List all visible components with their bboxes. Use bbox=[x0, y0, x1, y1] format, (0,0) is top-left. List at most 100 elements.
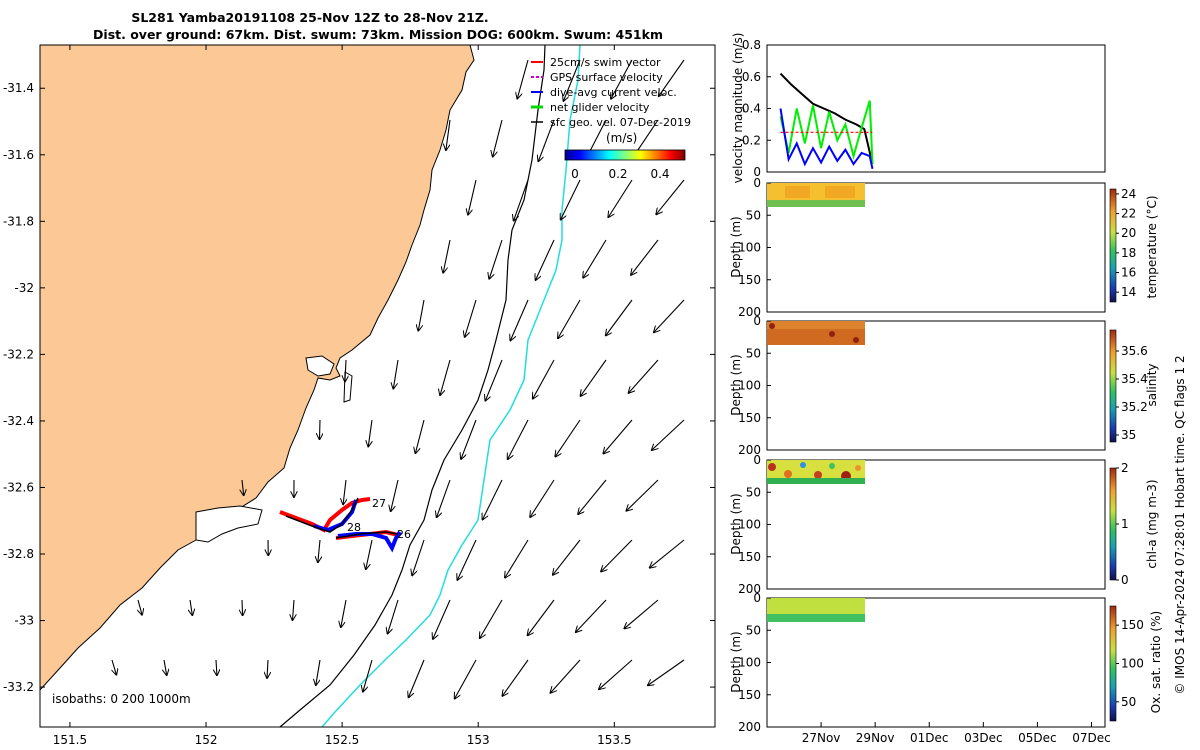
lat-tick-label: -32 bbox=[14, 281, 34, 295]
isobath-1000 bbox=[321, 45, 581, 727]
colorbar-tick-label: 0 bbox=[1121, 573, 1129, 587]
colorbar-tick-label: 35 bbox=[1121, 428, 1136, 442]
oxygen-panel: 0 50 100 150 200 Depth (m) 50 100 150 Ox. sat.… bbox=[729, 591, 1163, 745]
velocity-arrow bbox=[533, 359, 555, 399]
velocity-arrow bbox=[624, 599, 659, 628]
velocity-arrow bbox=[418, 299, 425, 331]
map-panel: 27 28 26 151.5 152 152.5 153 153.5 -31.4-31.… bbox=[3, 44, 716, 747]
lon-tick-label: 153.5 bbox=[597, 733, 631, 747]
depth-tick-label: 0 bbox=[753, 453, 761, 467]
lon-tick-label: 152.5 bbox=[325, 733, 359, 747]
velocity-arrow bbox=[267, 659, 268, 678]
velocity-arrow bbox=[138, 599, 142, 615]
chla-ylabel: Depth (m) bbox=[729, 493, 743, 554]
velocity-arrow bbox=[489, 239, 503, 279]
velocity-arrow bbox=[446, 119, 451, 150]
chla-colorbar bbox=[1109, 467, 1117, 581]
velocity-series-line bbox=[779, 108, 874, 170]
lon-tick-label: 152 bbox=[195, 733, 218, 747]
velocity-arrow bbox=[578, 479, 607, 514]
depth-tick-label: 50 bbox=[746, 346, 761, 360]
velocity-arrow bbox=[517, 59, 529, 98]
chla-spot bbox=[800, 462, 806, 468]
temperature-data-deep bbox=[767, 200, 865, 207]
lat-tick-label: -31.6 bbox=[3, 148, 34, 162]
temperature-colorbar-ticks: 14 16 18 20 22 24 bbox=[1116, 187, 1136, 299]
colorbar-tick-label: 14 bbox=[1121, 285, 1136, 299]
velocity-arrow bbox=[576, 599, 607, 632]
velocity-series-line bbox=[779, 72, 874, 165]
velocity-arrow bbox=[553, 539, 581, 575]
velocity-arrow bbox=[368, 419, 372, 446]
map-lat-ticks: -31.4 -31.6 -31.8 -32 -32.2 -32.4 -32.6 -32.8 -3… bbox=[3, 81, 715, 694]
velocity-series bbox=[779, 72, 874, 170]
glider-track: 27 28 26 bbox=[279, 497, 411, 553]
velocity-arrow bbox=[393, 359, 399, 388]
isobaths-label: isobaths: 0 200 1000m bbox=[52, 692, 191, 706]
date-tick-label: 29Nov bbox=[856, 731, 895, 745]
legend-gps-velocity: GPS surface velocity bbox=[550, 71, 663, 84]
velocity-arrow bbox=[530, 479, 555, 517]
lat-tick-label: -32.6 bbox=[3, 480, 34, 494]
title-line-1: SL281 Yamba20191108 25-Nov 12Z to 28-Nov… bbox=[131, 10, 488, 25]
depth-tick-label: 50 bbox=[746, 623, 761, 637]
velocity-y-tick-label: 0 bbox=[753, 165, 761, 179]
velocity-arrow bbox=[412, 539, 425, 575]
credit-text: © IMOS 14-Apr-2024 07:28:01 Hobart time.… bbox=[1173, 355, 1187, 694]
velocity-arrow bbox=[493, 119, 503, 156]
colorbar-tick-label: 100 bbox=[1121, 657, 1144, 671]
legend-swim-vector: 25cm/s swim vector bbox=[550, 56, 661, 69]
velocity-arrow bbox=[112, 659, 116, 675]
velocity-arrow bbox=[581, 359, 607, 396]
velocity-arrow bbox=[528, 599, 555, 635]
velocity-arrow bbox=[391, 479, 399, 511]
velocity-arrow bbox=[363, 659, 373, 692]
depth-tick-label: 150 bbox=[738, 411, 761, 425]
velocity-y-tick-label: 0.8 bbox=[742, 38, 761, 52]
chla-spot bbox=[768, 463, 776, 471]
depth-tick-label: 50 bbox=[746, 208, 761, 222]
velocity-arrow bbox=[606, 299, 633, 335]
lat-tick-label: -31.4 bbox=[3, 81, 34, 95]
velocity-arrow bbox=[388, 599, 399, 633]
track-black bbox=[285, 497, 399, 539]
velocity-arrow bbox=[558, 299, 581, 338]
chla-spot bbox=[784, 470, 792, 478]
depth-tick-label: 150 bbox=[738, 688, 761, 702]
map-legend: 25cm/s swim vector GPS surface velocity … bbox=[531, 56, 691, 181]
legend-dive-avg: dive-avg current veloc. bbox=[550, 86, 677, 99]
velocity-arrow bbox=[485, 359, 503, 401]
legend-sfc-geo: sfc geo. vel. 07-Dec-2019 bbox=[550, 116, 691, 129]
velocity-arrow bbox=[455, 659, 477, 698]
velocity-arrow bbox=[190, 599, 192, 615]
velocity-panel: 0 0.2 0.4 0.6 0.8 velocity magnitude (m/s) bbox=[731, 33, 1106, 183]
depth-tick-label: 100 bbox=[738, 241, 761, 255]
map-colorbar bbox=[564, 149, 686, 161]
depth-tick-label: 150 bbox=[738, 550, 761, 564]
colorbar-tick-0: 0 bbox=[571, 167, 579, 181]
velocity-arrow bbox=[415, 419, 425, 453]
depth-tick-label: 0 bbox=[753, 314, 761, 328]
temperature-panel: 0 50 100 150 200 Depth (m) 14 16 18 20 22 24 temp… bbox=[729, 176, 1159, 319]
velocity-arrow bbox=[608, 179, 633, 217]
isobath-200 bbox=[279, 45, 546, 727]
oxygen-y-ticks: 0 50 100 150 200 bbox=[738, 591, 771, 734]
colorbar-tick-label: 50 bbox=[1121, 695, 1136, 709]
velocity-arrow bbox=[583, 239, 607, 278]
velocity-arrow bbox=[433, 599, 451, 639]
depth-tick-label: 200 bbox=[738, 582, 761, 596]
colorbar-tick-label: 2 bbox=[1121, 461, 1129, 475]
velocity-arrow bbox=[366, 539, 373, 569]
velocity-arrow bbox=[555, 419, 581, 456]
depth-tick-label: 200 bbox=[738, 720, 761, 734]
legend-net-velocity: net glider velocity bbox=[550, 101, 650, 114]
velocity-arrow bbox=[650, 539, 685, 568]
colorbar-tick-label: 150 bbox=[1121, 618, 1144, 632]
velocity-arrow bbox=[242, 599, 243, 615]
salinity-ylabel: Depth (m) bbox=[729, 354, 743, 415]
depth-tick-label: 150 bbox=[738, 273, 761, 287]
colorbar-tick-label: 35.6 bbox=[1121, 344, 1148, 358]
colorbar-tick-0-2: 0.2 bbox=[608, 167, 627, 181]
chla-spot bbox=[814, 471, 822, 479]
depth-tick-label: 100 bbox=[738, 518, 761, 532]
